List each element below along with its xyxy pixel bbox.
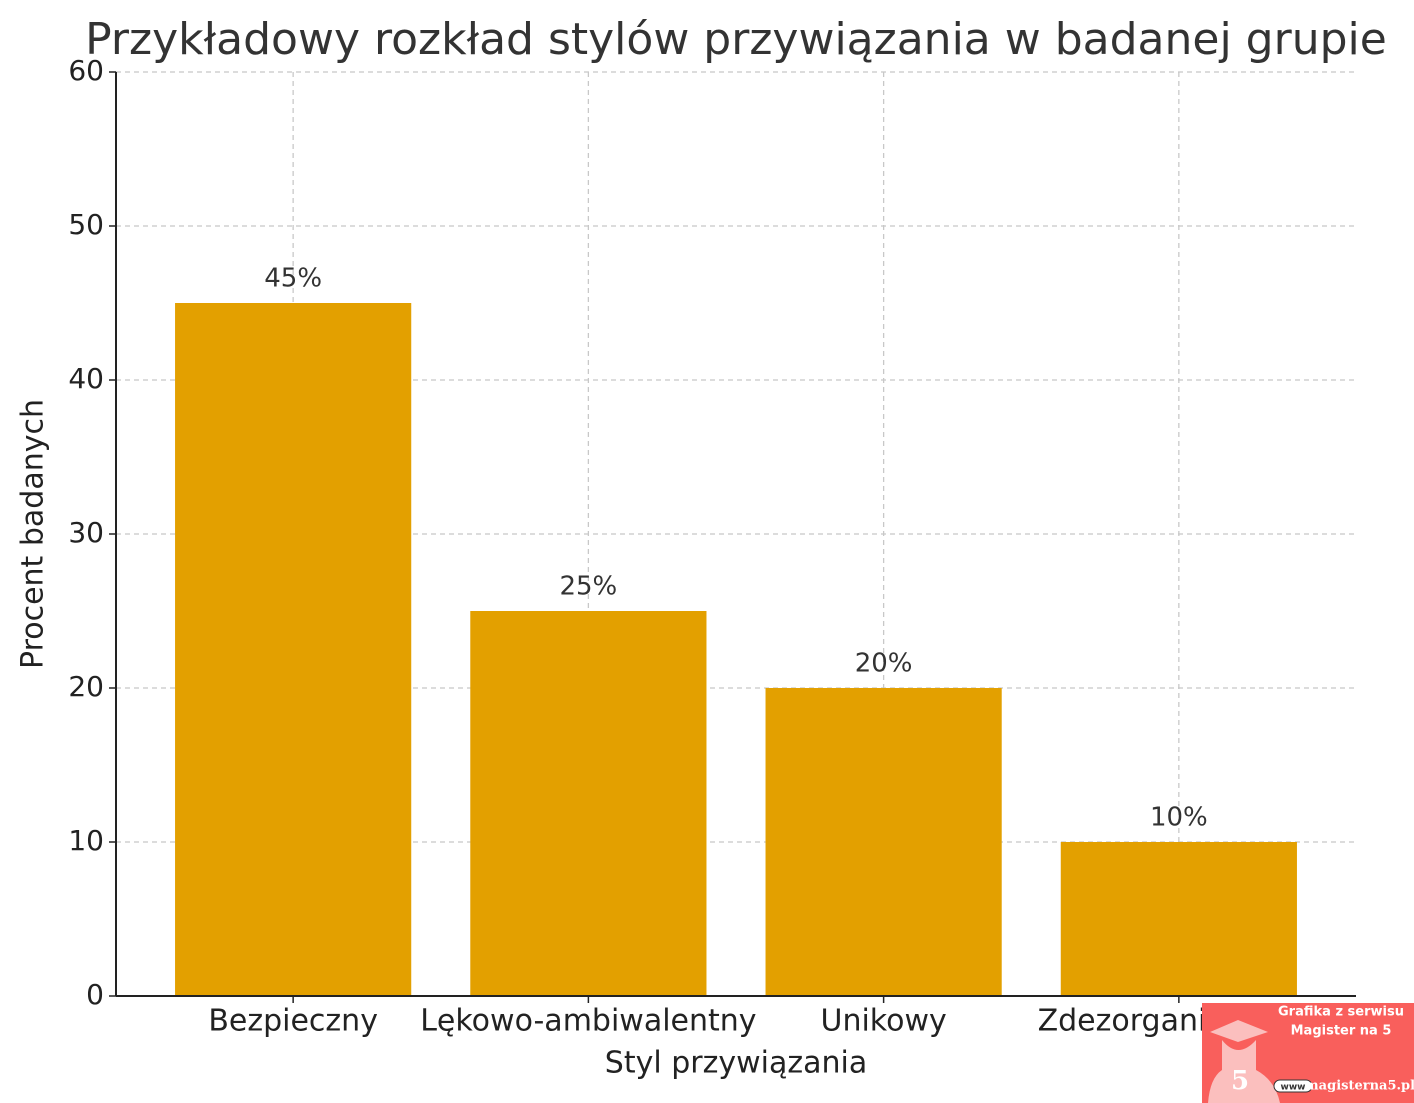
- y-tick-label: 60: [68, 54, 104, 87]
- y-tick-label: 40: [68, 362, 104, 395]
- value-label: 10%: [1150, 803, 1208, 833]
- watermark-text: Grafika z serwisu: [1278, 1005, 1404, 1020]
- bar: [175, 303, 412, 996]
- bar: [1060, 842, 1297, 996]
- watermark: Grafika z serwisu Magister na 5 5 www ma…: [1202, 1003, 1414, 1103]
- plot-area: 0 10 20 30 40 50 60 45% Bezpieczny 25% Lękowo-ambi…: [68, 54, 1356, 1039]
- bar: [765, 688, 1002, 996]
- watermark-badge: 5: [1231, 1066, 1249, 1096]
- y-tick-label: 20: [68, 670, 104, 703]
- value-label: 25%: [559, 572, 617, 602]
- watermark-text: Magister na 5: [1291, 1024, 1392, 1039]
- watermark-url: magisterna5.pl: [1305, 1079, 1414, 1094]
- chart-title: Przykładowy rozkład stylów przywiązania …: [85, 14, 1387, 65]
- bar: [470, 611, 707, 996]
- x-tick-label: Bezpieczny: [208, 1004, 378, 1039]
- x-axis-label: Styl przywiązania: [605, 1046, 867, 1081]
- y-tick-label: 0: [86, 978, 104, 1011]
- watermark-www: www: [1281, 1083, 1306, 1093]
- x-tick-label: Lękowo-ambiwalentny: [420, 1004, 756, 1039]
- y-tick-label: 10: [68, 824, 104, 857]
- value-label: 20%: [855, 649, 913, 679]
- y-tick-label: 50: [68, 208, 104, 241]
- watermark-icon: [1208, 1020, 1280, 1103]
- watermark-pill: [1273, 1079, 1313, 1093]
- x-tick-label: Unikowy: [820, 1004, 946, 1039]
- y-tick-label: 30: [68, 516, 104, 549]
- y-axis-label: Procent badanych: [16, 399, 51, 669]
- value-label: 45%: [264, 264, 322, 294]
